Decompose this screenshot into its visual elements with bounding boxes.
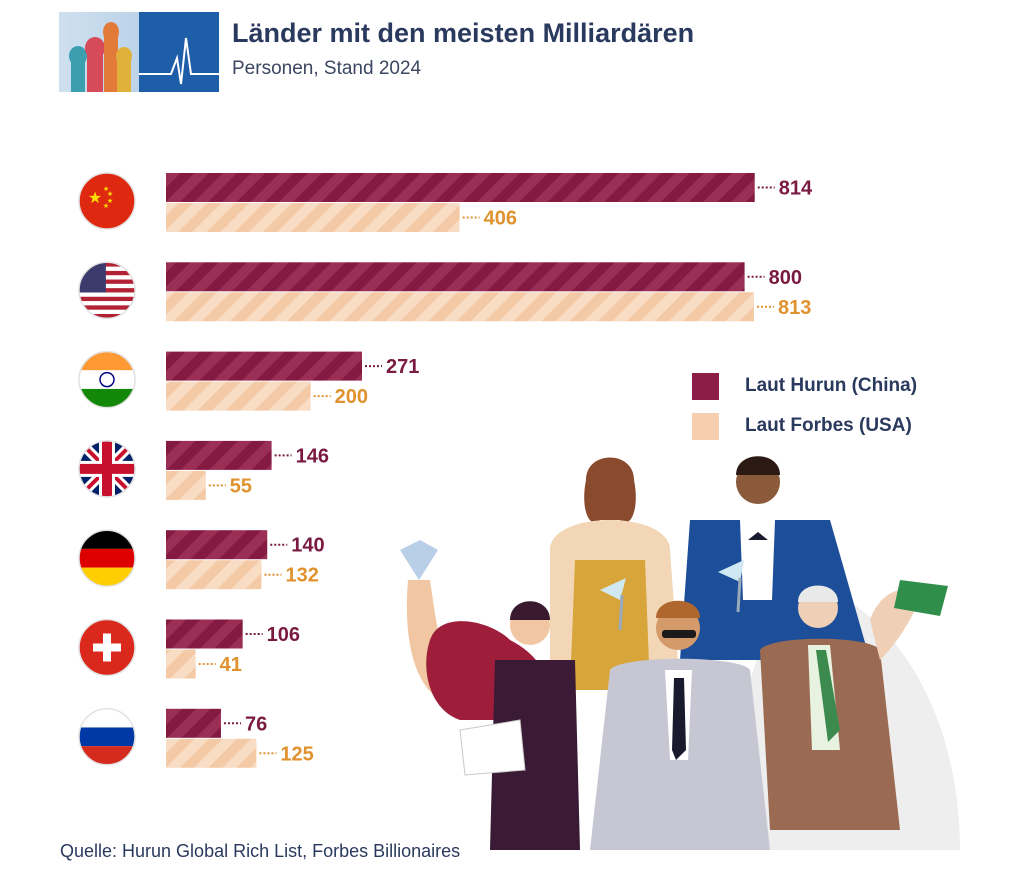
flag-usa-icon: USA: [78, 261, 136, 320]
legend-label-forbes: Laut Forbes (USA): [745, 415, 912, 436]
bar-forbes: [166, 560, 262, 590]
bar-forbes: [166, 292, 754, 322]
bar-hurun: [166, 351, 362, 381]
bar-forbes: [166, 381, 311, 411]
data-label-hurun: 76: [245, 713, 267, 735]
country-row: Deutschland 140 132: [78, 529, 325, 590]
svg-text:★: ★: [88, 188, 102, 207]
bar-hurun: [166, 262, 745, 292]
flag-germany-icon: Deutschland: [78, 529, 136, 587]
data-label-forbes: 813: [778, 297, 811, 319]
data-label-forbes: 132: [285, 565, 318, 587]
data-label-forbes: 41: [220, 654, 242, 676]
country-row: Großbritannien 146 55: [78, 440, 329, 500]
bar-forbes: [166, 738, 257, 768]
header-thumbnail: [59, 12, 219, 92]
data-label-hurun: 800: [769, 267, 802, 289]
flag-switzerland-icon: Schweiz: [78, 618, 136, 677]
country-row: Schweiz 106 41: [78, 618, 300, 679]
bar-hurun: [166, 530, 268, 560]
legend-swatch-hurun: [692, 372, 719, 400]
bar-forbes: [166, 470, 206, 500]
bar-hurun: [166, 619, 243, 649]
data-label-forbes: 55: [230, 475, 252, 497]
legend: Laut Hurun (China) Laut Forbes (USA): [692, 368, 917, 448]
chart-title: Länder mit den meisten Milliardären: [232, 18, 695, 48]
svg-text:★: ★: [103, 202, 109, 210]
svg-text:★: ★: [103, 185, 109, 193]
legend-label-hurun: Laut Hurun (China): [745, 375, 918, 396]
country-row: USA 800 813: [78, 261, 811, 322]
country-row: Russland 76 125: [78, 708, 314, 768]
data-label-hurun: 106: [267, 624, 300, 646]
billionaires-illustration: [400, 456, 960, 850]
data-label-hurun: 146: [296, 445, 329, 467]
svg-text:★: ★: [107, 197, 113, 205]
country-row: China★ ★★★★ 814 406: [78, 172, 813, 232]
legend-swatch-forbes: [692, 412, 719, 440]
country-row: Indien 271 200: [78, 350, 419, 411]
chart-subtitle: Personen, Stand 2024: [232, 58, 422, 79]
data-label-forbes: 406: [484, 208, 517, 230]
bar-hurun: [166, 440, 272, 470]
data-label-hurun: 140: [291, 535, 324, 557]
flag-india-icon: Indien: [78, 350, 136, 409]
flag-uk-icon: Großbritannien: [78, 440, 136, 498]
bar-hurun: [166, 173, 755, 202]
legend-item-hurun: Laut Hurun (China): [692, 368, 917, 404]
data-label-hurun: 271: [386, 356, 419, 378]
bar-hurun: [166, 708, 221, 738]
svg-text:★: ★: [107, 190, 113, 198]
legend-item-forbes: Laut Forbes (USA): [692, 408, 917, 444]
flag-china-icon: China★ ★★★★: [78, 172, 136, 230]
source-note: Quelle: Hurun Global Rich List, Forbes B…: [60, 841, 461, 861]
bar-forbes: [166, 649, 196, 679]
bar-forbes: [166, 203, 460, 232]
data-label-forbes: 125: [280, 743, 313, 765]
data-label-hurun: 814: [779, 178, 813, 200]
data-label-forbes: 200: [335, 386, 368, 408]
flag-russia-icon: Russland: [78, 708, 136, 766]
